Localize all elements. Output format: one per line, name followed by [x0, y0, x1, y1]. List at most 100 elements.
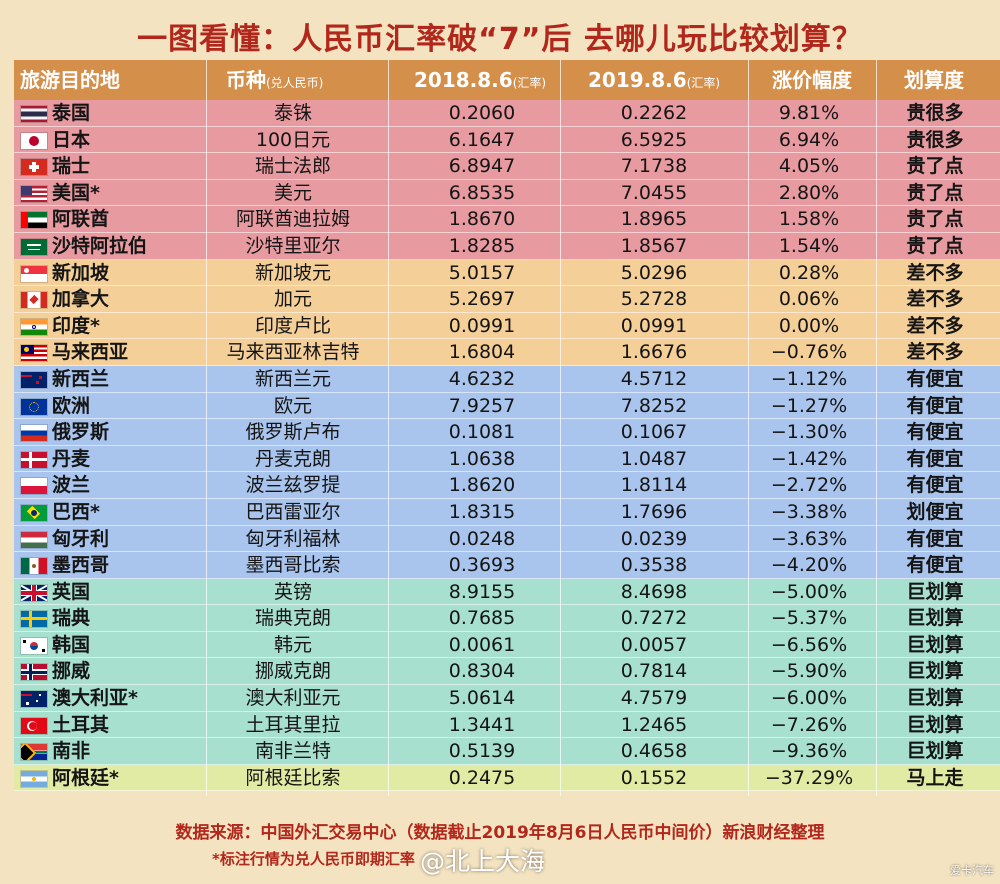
table-row: 新加坡 新加坡元 5.0157 5.0296 0.28% 差不多: [14, 259, 1000, 287]
country-cell: 沙特阿拉伯: [52, 234, 148, 257]
verdict-cell: 有便宜: [906, 474, 964, 497]
rate-2018-cell: 6.8535: [448, 181, 516, 204]
header-country: 旅游目的地: [20, 68, 120, 92]
currency-cell: 沙特里亚尔: [245, 234, 341, 257]
change-cell: −5.90%: [770, 660, 848, 683]
currency-cell: 泰铢: [273, 102, 312, 124]
currency-cell: 瑞典克朗: [254, 607, 331, 630]
rate-2019-cell: 0.0057: [620, 633, 688, 656]
currency-cell: 阿根廷比索: [245, 766, 341, 789]
table-row: 俄罗斯 俄罗斯卢布 0.1081 0.1067 −1.30% 有便宜: [14, 419, 1000, 446]
verdict-cell: 贵很多: [906, 102, 964, 124]
change-cell: 0.28%: [778, 261, 840, 284]
column-divider: [388, 60, 389, 796]
column-divider: [876, 60, 877, 796]
currency-cell: 马来西亚林吉特: [226, 341, 360, 364]
rate-2018-cell: 1.8670: [448, 208, 516, 231]
column-divider: [748, 60, 749, 796]
rate-2018-cell: 0.3693: [448, 554, 516, 577]
country-cell: 挪威: [52, 660, 91, 683]
verdict-cell: 巨划算: [906, 607, 964, 630]
rate-2018-cell: 1.8285: [448, 234, 516, 257]
br-flag-icon: [20, 503, 48, 522]
table-row: 新西兰 新西兰元 4.6232 4.5712 −1.12% 有便宜: [14, 365, 1000, 393]
change-cell: 4.05%: [778, 155, 840, 178]
rate-2019-cell: 8.4698: [620, 580, 688, 603]
verdict-cell: 马上走: [906, 766, 964, 789]
change-cell: 1.58%: [778, 208, 840, 231]
country-cell: 阿联酋: [52, 208, 110, 231]
verdict-cell: 贵了点: [906, 234, 964, 257]
table-row: 南非 南非兰特 0.5139 0.4658 −9.36% 巨划算: [14, 738, 1000, 765]
verdict-cell: 差不多: [906, 314, 964, 337]
rate-2019-cell: 5.2728: [620, 288, 688, 311]
table-row: 印度* 印度卢比 0.0991 0.0991 0.00% 差不多: [14, 312, 1000, 340]
verdict-cell: 巨划算: [906, 687, 964, 710]
verdict-cell: 贵很多: [906, 128, 964, 151]
currency-cell: 新加坡元: [254, 261, 331, 284]
currency-cell: 瑞士法郎: [254, 155, 331, 178]
change-cell: −5.37%: [770, 607, 848, 630]
rate-2019-cell: 5.0296: [620, 261, 688, 284]
ae-flag-icon: [20, 211, 48, 230]
table-row: 泰国 泰铢 0.2060 0.2262 9.81% 贵很多: [14, 100, 1000, 127]
country-cell: 俄罗斯: [52, 421, 110, 444]
rate-2019-cell: 1.7696: [620, 500, 688, 523]
header-rate-2019: 2019.8.6(汇率): [588, 60, 720, 100]
rate-2019-cell: 0.3538: [620, 554, 688, 577]
verdict-cell: 巨划算: [906, 633, 964, 656]
kr-flag-icon: [20, 636, 48, 655]
rate-2018-cell: 1.8620: [448, 474, 516, 497]
rate-2019-cell: 0.0239: [620, 527, 688, 550]
verdict-cell: 巨划算: [906, 660, 964, 683]
country-cell: 澳大利亚*: [52, 687, 138, 710]
data-source-note: 数据来源：中国外汇交易中心（数据截止2019年8月6日人民币中间价）新浪财经整理: [175, 823, 825, 843]
th-flag-icon: [20, 105, 48, 123]
country-cell: 印度*: [52, 314, 100, 337]
rate-table: 泰国 泰铢 0.2060 0.2262 9.81% 贵很多 日本 100日元 6.1647 6.5…: [14, 100, 1000, 792]
currency-cell: 100日元: [255, 128, 331, 151]
table-row: 英国 英镑 8.9155 8.4698 −5.00% 巨划算: [14, 578, 1000, 606]
change-cell: 9.81%: [778, 102, 840, 124]
hu-flag-icon: [20, 530, 48, 549]
table-row: 瑞典 瑞典克朗 0.7685 0.7272 −5.37% 巨划算: [14, 605, 1000, 632]
table-row: 欧洲 欧元 7.9257 7.8252 −1.27% 有便宜: [14, 392, 1000, 420]
country-cell: 墨西哥: [52, 554, 110, 577]
currency-cell: 阿联酋迪拉姆: [235, 208, 350, 231]
table-row: 巴西* 巴西雷亚尔 1.8315 1.7696 −3.38% 划便宜: [14, 498, 1000, 526]
eu-flag-icon: [20, 397, 48, 416]
currency-cell: 俄罗斯卢布: [245, 421, 341, 444]
table-row: 丹麦 丹麦克朗 1.0638 1.0487 −1.42% 有便宜: [14, 445, 1000, 473]
verdict-cell: 差不多: [906, 261, 964, 284]
sg-flag-icon: [20, 264, 48, 283]
country-cell: 欧洲: [52, 394, 91, 417]
rate-2018-cell: 1.3441: [448, 713, 516, 736]
nz-flag-icon: [20, 370, 48, 389]
se-flag-icon: [20, 610, 48, 629]
change-cell: 2.80%: [778, 181, 840, 204]
table-header: 旅游目的地 币种(兑人民币) 2018.8.6(汇率) 2019.8.6(汇率)…: [14, 60, 1000, 100]
header-rate-2018-note: (汇率): [512, 76, 547, 90]
table-row: 马来西亚 马来西亚林吉特 1.6804 1.6676 −0.76% 差不多: [14, 339, 1000, 366]
rate-2019-cell: 0.7814: [620, 660, 688, 683]
country-cell: 波兰: [52, 474, 91, 497]
change-cell: −3.38%: [770, 500, 848, 523]
change-cell: −3.63%: [770, 527, 848, 550]
table-row: 挪威 挪威克朗 0.8304 0.7814 −5.90% 巨划算: [14, 658, 1000, 686]
rate-2019-cell: 7.1738: [620, 155, 688, 178]
verdict-cell: 巨划算: [906, 580, 964, 603]
country-cell: 马来西亚: [52, 341, 129, 364]
rate-2019-cell: 1.2465: [620, 713, 688, 736]
ar-flag-icon: [20, 769, 48, 788]
rate-2019-cell: 0.4658: [620, 740, 688, 763]
change-cell: 0.06%: [778, 288, 840, 311]
gb-flag-icon: [20, 583, 48, 602]
header-currency: 币种(兑人民币): [226, 60, 323, 100]
mx-flag-icon: [20, 557, 48, 576]
page-title: 一图看懂：人民币汇率破“7”后 去哪儿玩比较划算？: [137, 22, 863, 57]
header-rate-2019-label: 2019.8.6: [588, 68, 687, 92]
country-cell: 泰国: [52, 102, 91, 124]
rate-2019-cell: 7.0455: [620, 181, 688, 204]
my-flag-icon: [20, 344, 48, 363]
rate-2019-cell: 0.0991: [620, 314, 688, 337]
